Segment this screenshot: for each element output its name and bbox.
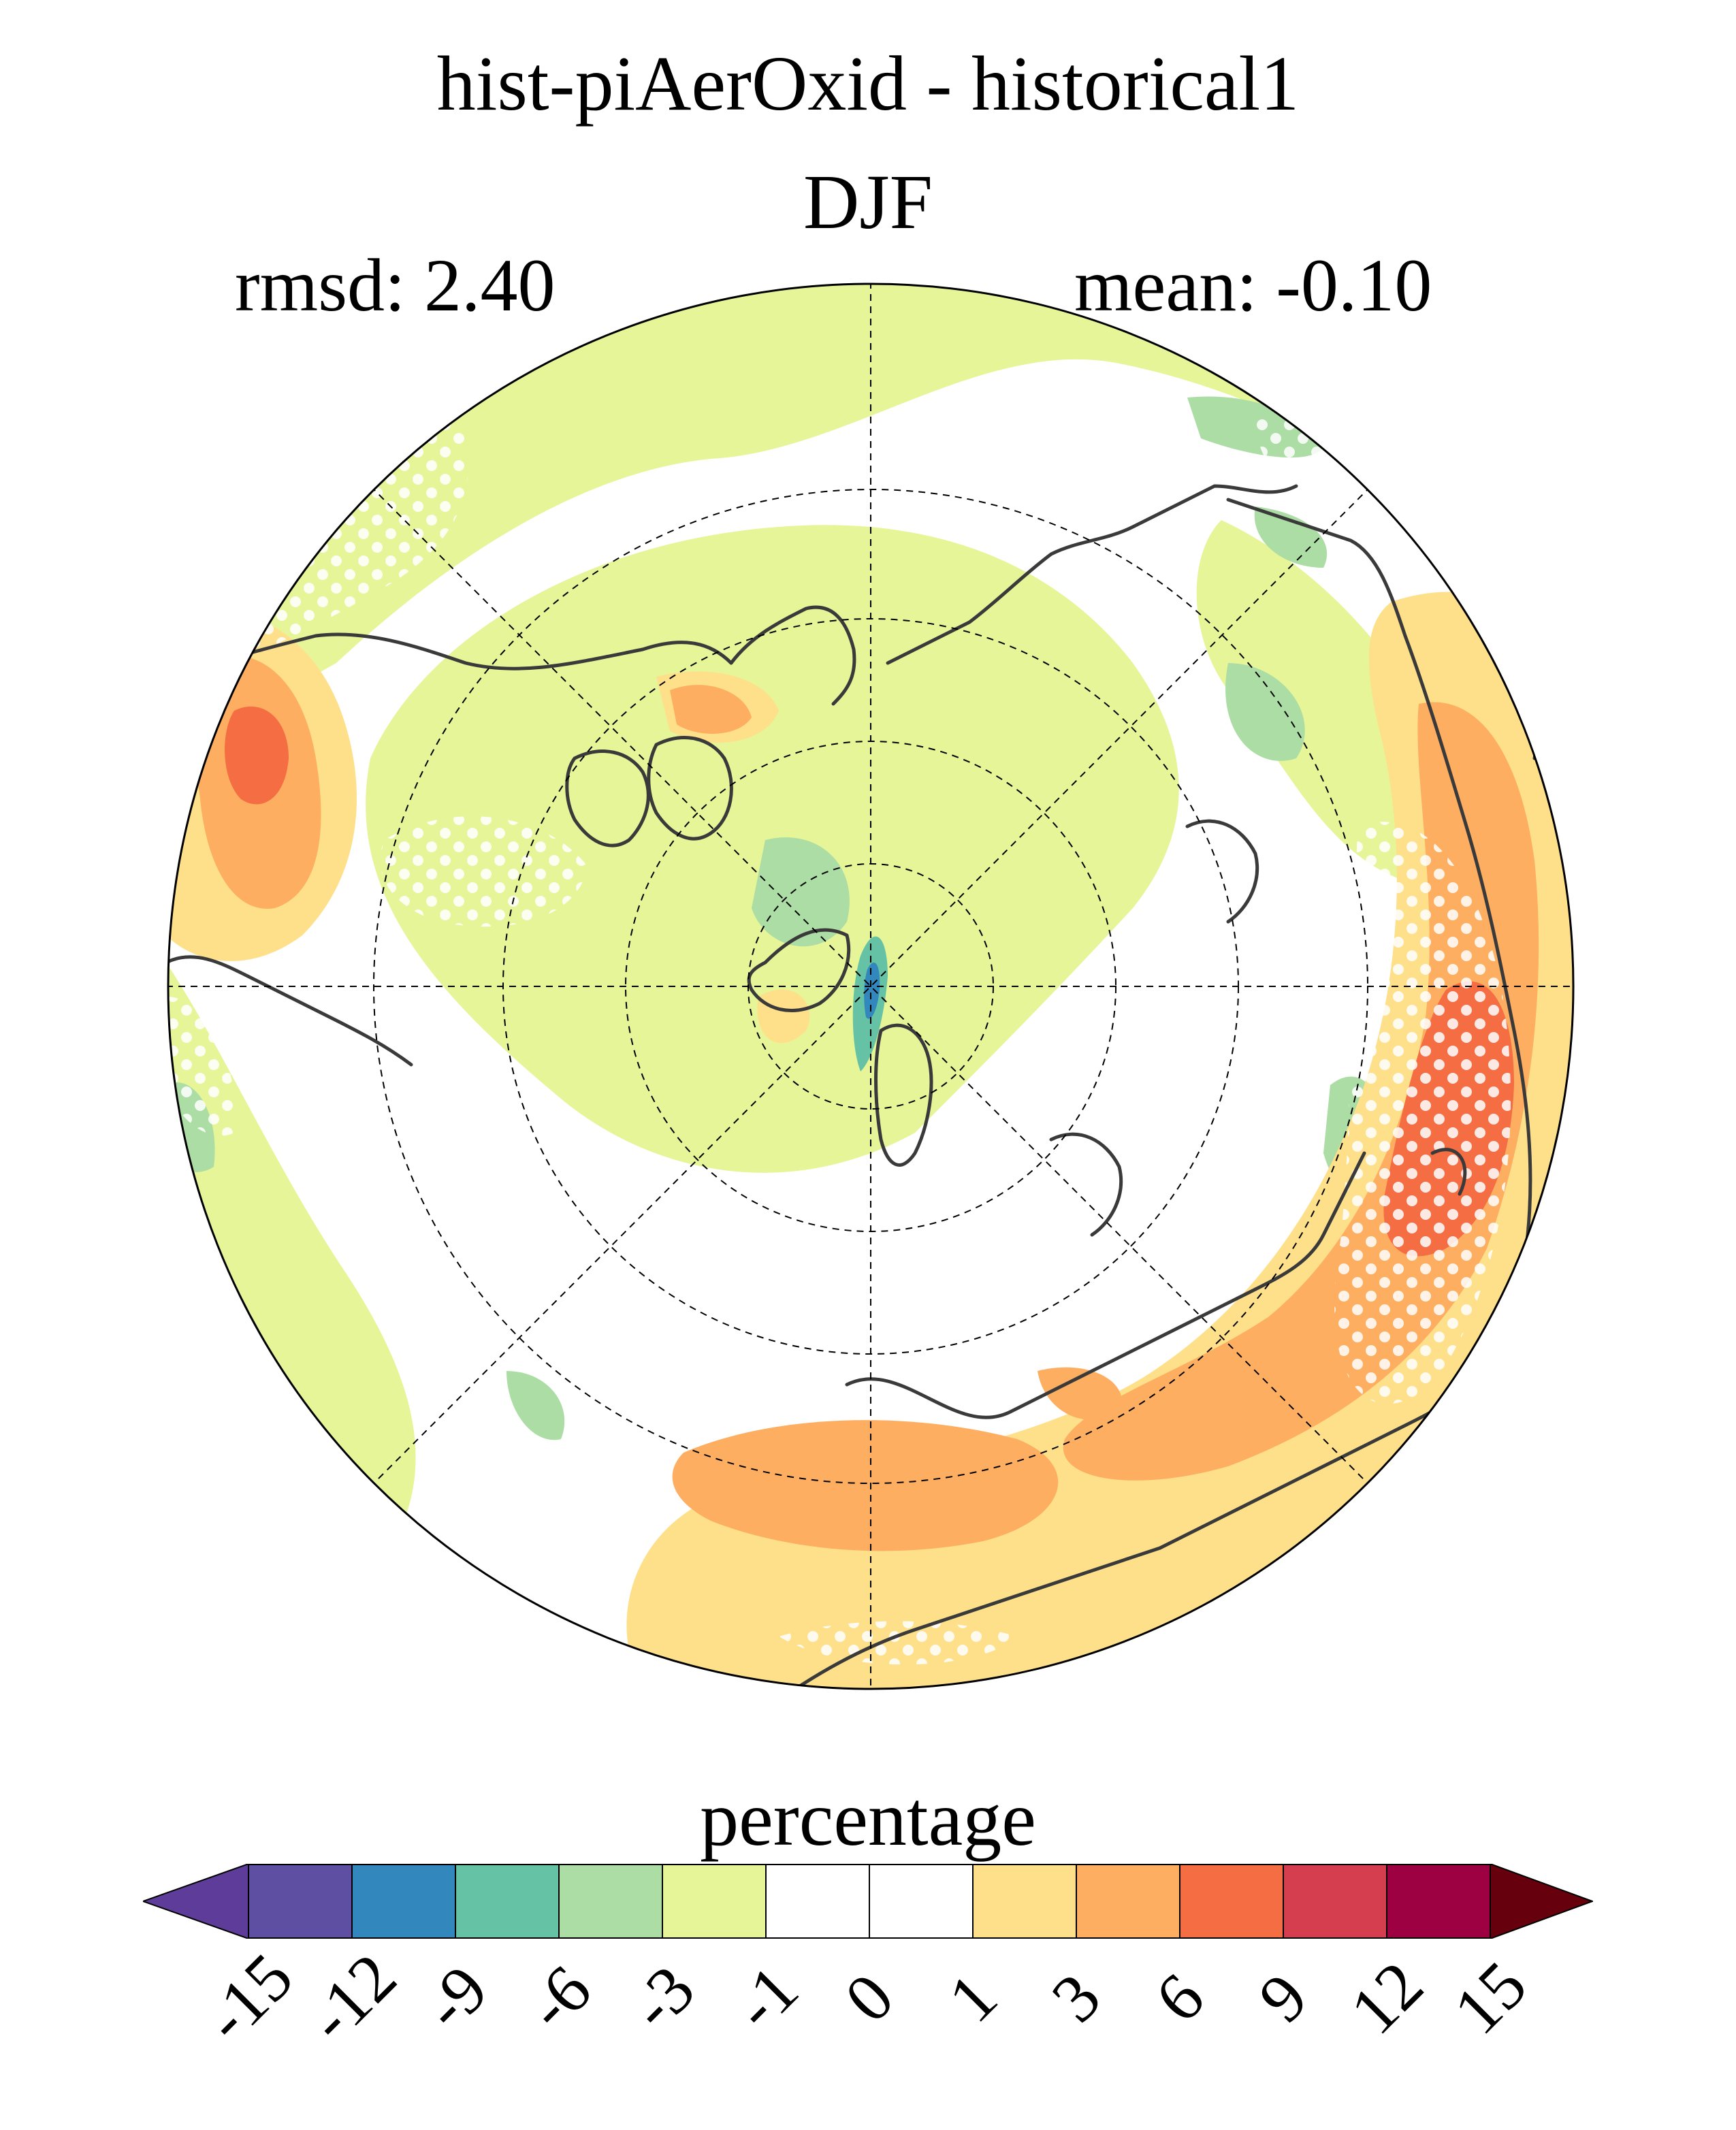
colorbar-segment — [1283, 1864, 1387, 1939]
colorbar-segment — [1386, 1864, 1491, 1939]
season-label: DJF — [803, 159, 933, 245]
map-frame — [167, 283, 1575, 1690]
colorbar-tick-label: 3 — [1037, 1958, 1115, 2037]
colorbar-tick-label: -12 — [293, 1939, 411, 2057]
colorbar-segment — [1179, 1864, 1284, 1939]
colorbar-segment — [765, 1864, 870, 1939]
colorbar-tick-label: -1 — [718, 1950, 813, 2045]
colorbar-tick-label: 0 — [830, 1958, 908, 2037]
graticule — [168, 284, 1573, 1689]
colorbar-tick-label: -15 — [189, 1939, 308, 2057]
rmsd-label: rmsd: 2.40 — [235, 244, 556, 327]
colorbar-tick-label: 1 — [933, 1958, 1012, 2037]
colorbar-tick-label: -6 — [511, 1950, 606, 2045]
mean-label: mean: -0.10 — [1074, 244, 1432, 327]
colorbar-segment — [351, 1864, 456, 1939]
field-layer — [168, 284, 1573, 1689]
plot-title: hist-piAerOxid - historical1 — [436, 40, 1300, 127]
field-blue — [864, 963, 880, 1019]
colorbar-segment — [972, 1864, 1077, 1939]
colorbar-extend-low — [143, 1864, 249, 1939]
colorbar-segment — [248, 1864, 353, 1939]
colorbar-label: percentage — [700, 1775, 1036, 1862]
colorbar-tick-label: -3 — [615, 1950, 709, 2045]
colorbar-segment — [558, 1864, 663, 1939]
colorbar-extend-high — [1490, 1864, 1593, 1939]
colorbar-segment — [1076, 1864, 1180, 1939]
colorbar-segment — [662, 1864, 767, 1939]
polar-map — [167, 283, 1575, 1690]
colorbar-tick-label: 15 — [1439, 1947, 1541, 2049]
colorbar-tick-label: 6 — [1140, 1958, 1219, 2037]
colorbar-segment — [455, 1864, 560, 1939]
colorbar-tick-label: 12 — [1336, 1947, 1438, 2049]
colorbar-tick-label: 9 — [1244, 1958, 1322, 2037]
colorbar-segment — [869, 1864, 974, 1939]
colorbar — [143, 1864, 1593, 1939]
colorbar-tick-label: -9 — [408, 1950, 502, 2045]
